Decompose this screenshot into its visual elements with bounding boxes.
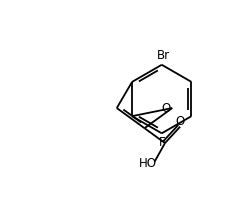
Text: F: F: [158, 136, 165, 149]
Text: O: O: [176, 115, 185, 128]
Text: Br: Br: [157, 49, 170, 62]
Text: O: O: [161, 102, 170, 114]
Text: HO: HO: [139, 157, 157, 170]
